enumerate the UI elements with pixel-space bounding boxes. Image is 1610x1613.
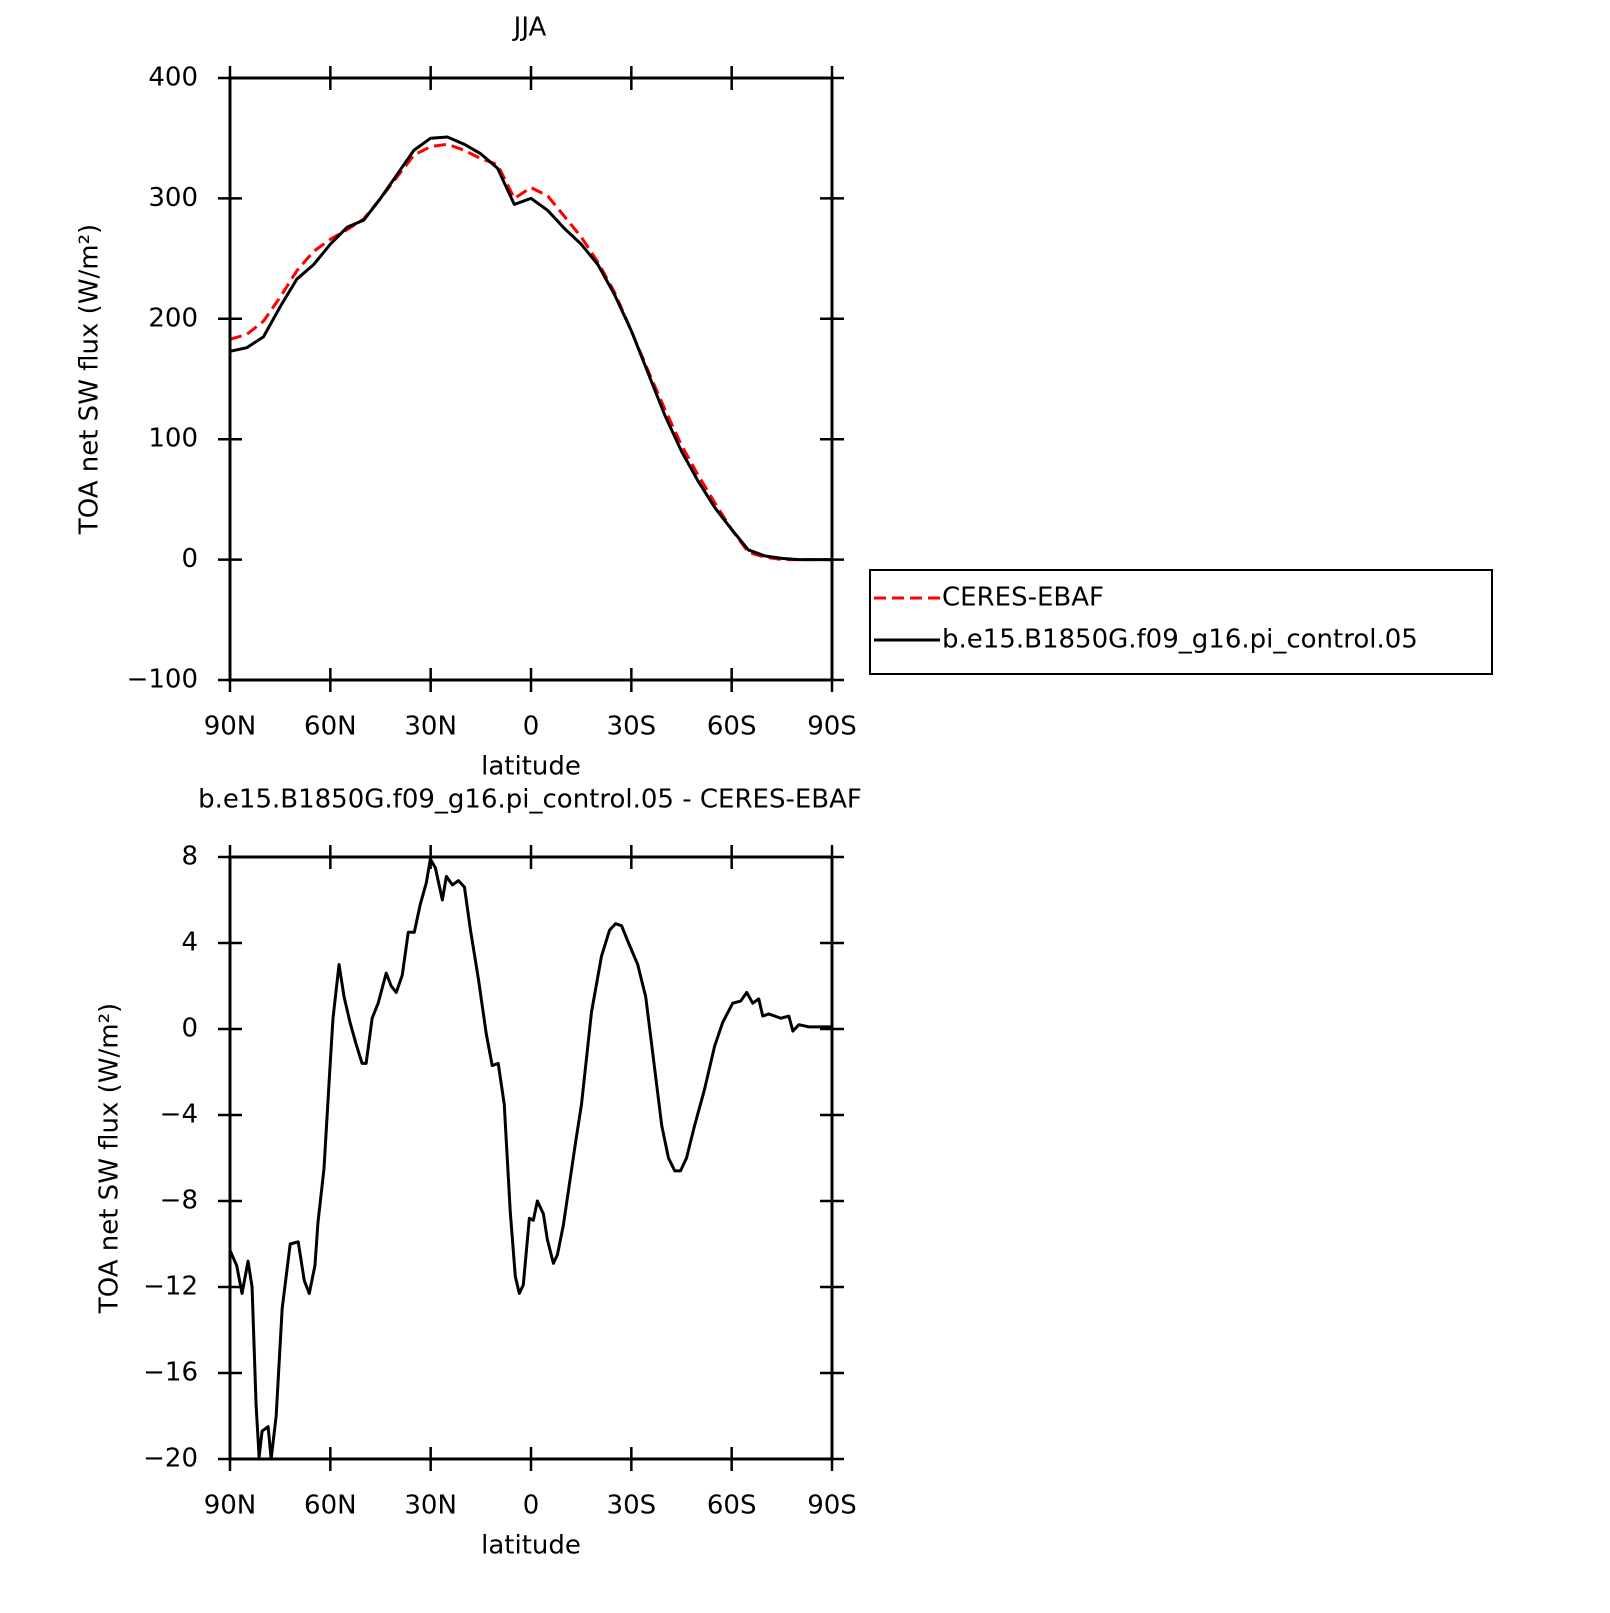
x-axis-label: latitude: [481, 752, 581, 782]
x-tick-label: 90S: [807, 1491, 857, 1521]
y-tick-label: 200: [148, 303, 198, 333]
chart-title: JJA: [512, 13, 547, 43]
panel: b.e15.B1850G.f09_g16.pi_control.05 - CER…: [95, 785, 862, 1561]
x-axis-label: latitude: [481, 1531, 581, 1561]
y-tick-label: −16: [143, 1358, 198, 1388]
data-line: [229, 142, 832, 562]
y-tick-label: 4: [181, 928, 198, 958]
y-axis-label: TOA net SW flux (W/m²): [75, 224, 105, 535]
y-tick-label: 400: [148, 63, 198, 93]
x-tick-label: 0: [523, 712, 540, 742]
y-tick-label: −100: [127, 665, 198, 695]
x-tick-label: 60N: [304, 712, 357, 742]
chart-title: b.e15.B1850G.f09_g16.pi_control.05 - CER…: [198, 785, 862, 815]
x-tick-label: 0: [523, 1491, 540, 1521]
y-tick-label: −8: [160, 1186, 198, 1216]
data-line: [229, 135, 832, 562]
x-tick-label: 30S: [607, 712, 657, 742]
legend-box: [869, 569, 1493, 675]
y-tick-label: −12: [143, 1272, 198, 1302]
y-tick-label: 0: [181, 544, 198, 574]
x-tick-label: 60S: [707, 712, 757, 742]
panel: JJA TOA net SW flux (W/m²) latitude −100 0 10…: [75, 13, 1493, 782]
y-tick-label: 100: [148, 424, 198, 454]
x-tick-label: 90N: [204, 1491, 257, 1521]
legend-label: CERES-EBAF: [942, 583, 1104, 613]
y-axis-label: TOA net SW flux (W/m²): [95, 1003, 125, 1314]
plot-frame: [228, 855, 834, 1461]
x-tick-label: 30S: [607, 1491, 657, 1521]
y-tick-label: 0: [181, 1014, 198, 1044]
x-tick-label: 30N: [404, 712, 457, 742]
x-tick-label: 60N: [304, 1491, 357, 1521]
y-tick-label: −20: [143, 1444, 198, 1474]
x-tick-label: 90N: [204, 712, 257, 742]
legend-label: b.e15.B1850G.f09_g16.pi_control.05: [942, 625, 1418, 655]
y-tick-label: 300: [148, 183, 198, 213]
x-tick-label: 90S: [807, 712, 857, 742]
y-tick-label: −4: [160, 1100, 198, 1130]
x-tick-label: 30N: [404, 1491, 457, 1521]
plot-frame: [228, 76, 834, 682]
y-tick-label: 8: [181, 842, 198, 872]
x-tick-label: 60S: [707, 1491, 757, 1521]
data-line: [228, 857, 832, 1461]
